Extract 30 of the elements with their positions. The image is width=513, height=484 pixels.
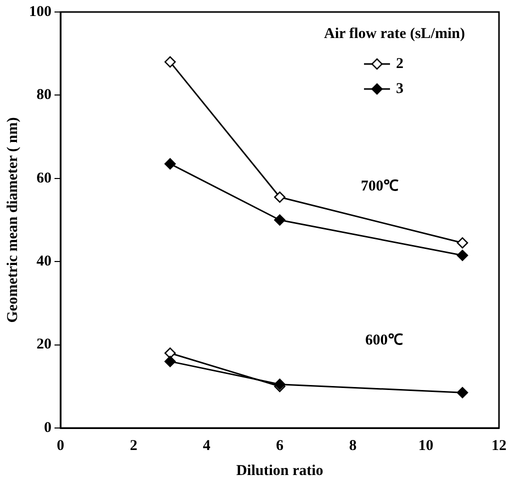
legend-title: Air flow rate (sL/min) bbox=[324, 26, 465, 42]
point bbox=[164, 158, 176, 170]
x-axis-title: Dilution ratio bbox=[236, 462, 324, 479]
x-tick-label: 6 bbox=[276, 438, 284, 454]
point bbox=[456, 237, 468, 249]
y-tick-label: 100 bbox=[29, 4, 52, 20]
legend-label: 2 bbox=[396, 56, 404, 72]
point bbox=[274, 378, 286, 390]
x-tick-label: 12 bbox=[492, 438, 506, 454]
point bbox=[274, 214, 286, 226]
y-tick-label: 20 bbox=[36, 336, 52, 353]
point bbox=[164, 56, 176, 68]
x-tick-label: 4 bbox=[202, 438, 211, 454]
point bbox=[164, 347, 176, 359]
y-tick-label: 60 bbox=[36, 170, 52, 186]
point bbox=[456, 386, 468, 398]
legend-label: 3 bbox=[396, 80, 404, 97]
annotation: 700℃ bbox=[360, 178, 398, 195]
y-axis-title: Geometric mean diameter ( nm) bbox=[4, 117, 21, 323]
x-tick-label: 8 bbox=[349, 438, 357, 454]
y-tick-label: 80 bbox=[36, 87, 52, 104]
point bbox=[456, 250, 468, 262]
y-tick-label: 0 bbox=[44, 420, 52, 436]
x-tick-label: 10 bbox=[418, 438, 434, 454]
annotation: 600℃ bbox=[365, 332, 403, 349]
point bbox=[164, 356, 176, 368]
point bbox=[274, 191, 286, 203]
x-tick-label: 2 bbox=[130, 438, 138, 454]
x-tick-label: 0 bbox=[56, 438, 64, 454]
y-tick-label: 40 bbox=[36, 253, 52, 270]
